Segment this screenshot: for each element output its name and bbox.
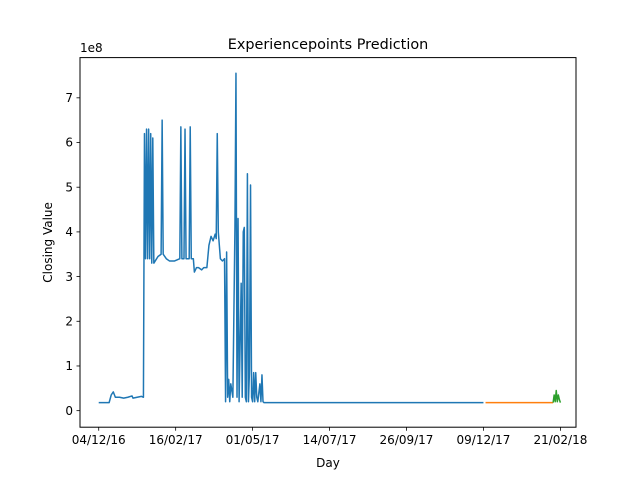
chart-title: Experiencepoints Prediction: [228, 37, 429, 53]
x-tick-label: 14/07/17: [303, 433, 357, 447]
x-axis: 04/12/16 16/02/17 01/05/17 14/07/17 26/09/17…: [72, 427, 587, 447]
y-tick-label: 7: [65, 91, 73, 105]
x-tick-label: 26/09/17: [380, 433, 434, 447]
y-axis: 0 1 2 3 4 5 6 7: [65, 91, 80, 418]
axes-frame: [79, 57, 577, 428]
y-tick-label: 6: [65, 136, 73, 150]
series-2-line: [552, 389, 562, 403]
y-tick-label: 2: [65, 314, 73, 328]
x-tick-label: 16/02/17: [149, 433, 203, 447]
y-tick-label: 3: [65, 270, 73, 284]
y-tick-label: 0: [65, 404, 73, 418]
y-axis-label: Closing Value: [41, 202, 55, 283]
series-0-line: [98, 72, 484, 404]
y-tick-label: 4: [65, 225, 73, 239]
x-tick-label: 09/12/17: [457, 433, 511, 447]
y-tick-label: 5: [65, 180, 73, 194]
y-tick-label: 1: [65, 359, 73, 373]
x-axis-label: Day: [316, 456, 340, 470]
y-multiplier-label: 1e8: [80, 41, 103, 55]
series-layer: [98, 72, 562, 404]
x-tick-label: 01/05/17: [226, 433, 280, 447]
x-tick-label: 04/12/16: [72, 433, 126, 447]
x-tick-label: 21/02/18: [533, 433, 587, 447]
